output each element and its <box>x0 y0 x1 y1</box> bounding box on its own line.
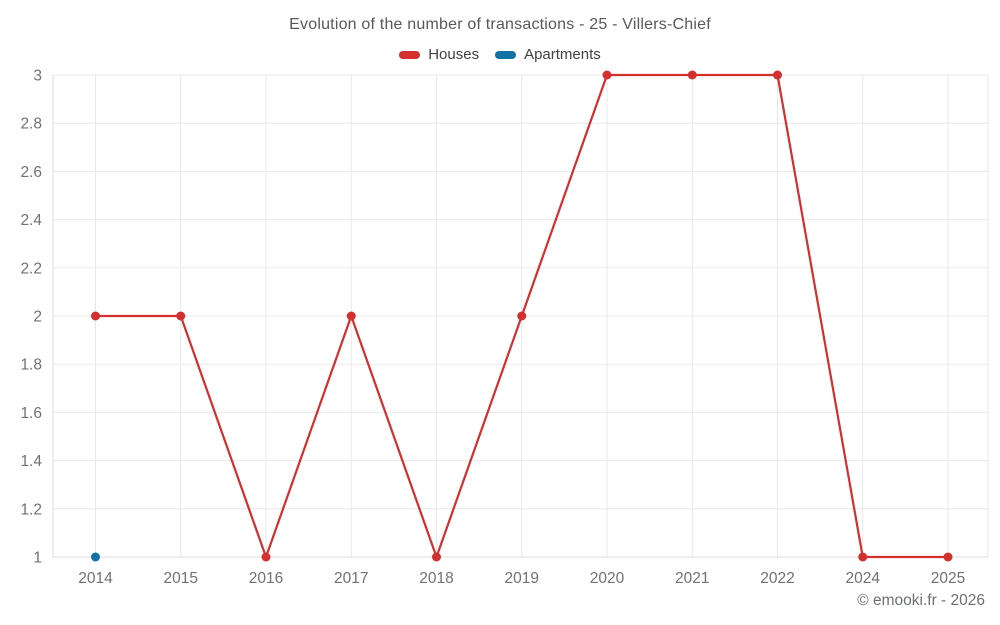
data-point-houses-2015[interactable] <box>176 311 186 321</box>
y-axis-tick-label: 1.6 <box>20 405 42 422</box>
data-point-houses-2014[interactable] <box>91 311 100 321</box>
data-point-houses-2022[interactable] <box>773 70 782 80</box>
chart-title: Evolution of the number of transactions … <box>289 16 711 33</box>
x-axis-tick-label: 2015 <box>164 570 198 587</box>
y-axis-tick-label: 1.8 <box>20 357 42 374</box>
data-point-houses-2016[interactable] <box>261 552 271 562</box>
chart-legend: Houses Apartments <box>0 46 1000 63</box>
x-axis-tick-label: 2020 <box>590 570 625 587</box>
data-point-houses-2021[interactable] <box>687 70 697 80</box>
x-axis-tick-label: 2021 <box>675 570 709 587</box>
data-point-houses-2025[interactable] <box>943 552 953 562</box>
y-axis-tick-label: 1 <box>33 550 42 567</box>
copyright-credit: © emooki.fr - 2026 <box>857 592 985 609</box>
y-axis-tick-label: 2.6 <box>20 164 42 181</box>
y-axis-tick-label: 1.4 <box>20 453 42 470</box>
data-point-houses-2017[interactable] <box>346 311 356 321</box>
legend-label: Apartments <box>524 46 601 63</box>
legend-label: Houses <box>428 46 480 63</box>
data-point-apartments-2014[interactable] <box>91 552 100 562</box>
data-point-houses-2018[interactable] <box>432 552 441 562</box>
y-axis-tick-label: 2.2 <box>20 260 42 277</box>
y-axis-tick-label: 2 <box>33 309 42 326</box>
legend-item-houses[interactable]: Houses <box>399 46 479 63</box>
x-axis-tick-label: 2014 <box>78 570 113 587</box>
x-axis-tick-label: 2024 <box>846 570 881 587</box>
x-axis-tick-label: 2016 <box>249 570 283 587</box>
x-axis-tick-label: 2019 <box>505 570 539 587</box>
y-axis-tick-label: 1.2 <box>20 501 42 518</box>
data-point-houses-2019[interactable] <box>517 311 527 321</box>
y-axis-tick-label: 2.8 <box>20 116 42 133</box>
y-axis-tick-label: 2.4 <box>20 212 42 229</box>
legend-swatch-apartments <box>495 50 517 59</box>
x-axis-tick-label: 2025 <box>931 570 965 587</box>
legend-item-apartments[interactable]: Apartments <box>495 46 601 63</box>
x-axis-tick-label: 2017 <box>334 570 368 587</box>
y-axis-tick-label: 3 <box>33 68 42 85</box>
x-axis-tick-label: 2018 <box>419 570 453 587</box>
data-point-houses-2020[interactable] <box>602 70 612 80</box>
legend-swatch-houses <box>399 50 421 59</box>
data-point-houses-2024[interactable] <box>858 552 868 562</box>
x-axis-tick-label: 2022 <box>760 570 794 587</box>
